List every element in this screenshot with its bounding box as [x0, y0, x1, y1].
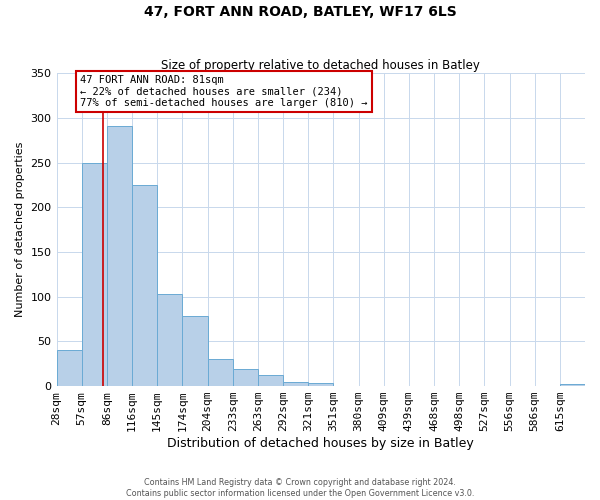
Bar [258, 376, 283, 386]
X-axis label: Distribution of detached houses by size in Batley: Distribution of detached houses by size … [167, 437, 474, 450]
Bar [182, 316, 208, 386]
Text: 47 FORT ANN ROAD: 81sqm
← 22% of detached houses are smaller (234)
77% of semi-d: 47 FORT ANN ROAD: 81sqm ← 22% of detache… [80, 75, 367, 108]
Bar [56, 350, 82, 386]
Bar [308, 382, 334, 386]
Bar [82, 162, 107, 386]
Y-axis label: Number of detached properties: Number of detached properties [15, 142, 25, 318]
Bar [132, 185, 157, 386]
Bar [283, 382, 308, 386]
Text: 47, FORT ANN ROAD, BATLEY, WF17 6LS: 47, FORT ANN ROAD, BATLEY, WF17 6LS [143, 5, 457, 19]
Bar [208, 360, 233, 386]
Bar [233, 369, 258, 386]
Bar [107, 126, 132, 386]
Title: Size of property relative to detached houses in Batley: Size of property relative to detached ho… [161, 59, 480, 72]
Bar [157, 294, 182, 386]
Text: Contains HM Land Registry data © Crown copyright and database right 2024.
Contai: Contains HM Land Registry data © Crown c… [126, 478, 474, 498]
Bar [560, 384, 585, 386]
